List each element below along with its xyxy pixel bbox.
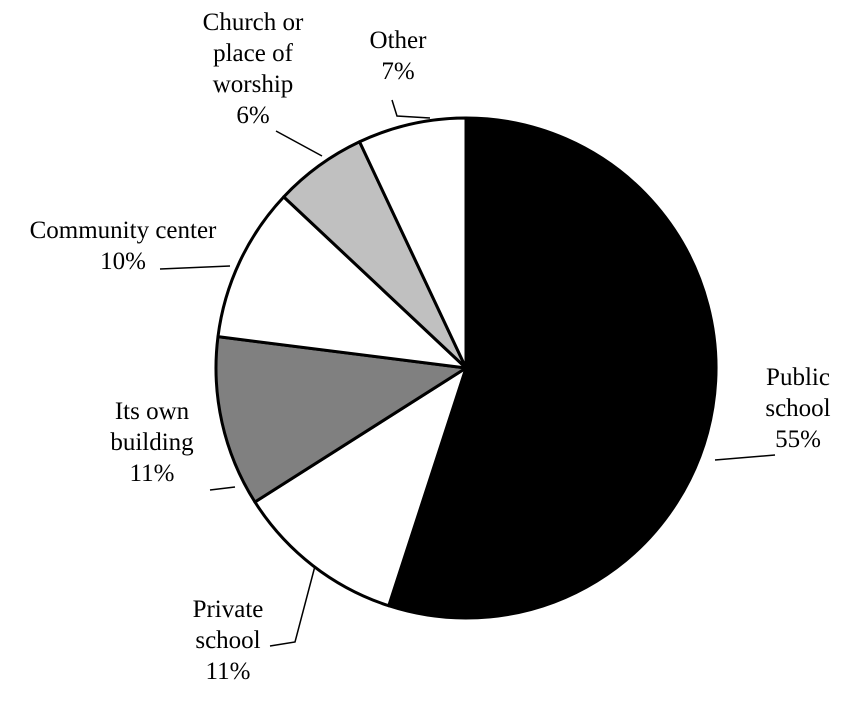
- slice-label-4: Church or place of worship 6%: [203, 9, 304, 129]
- slice-value-label: 6%: [236, 102, 269, 129]
- slice-category-label: building: [110, 429, 194, 456]
- slice-label-0: Public school 55%: [765, 364, 830, 453]
- slice-category-label: place of: [213, 40, 293, 67]
- leader-line-1: [269, 565, 316, 647]
- leader-line-2: [209, 486, 236, 491]
- slice-category-label: Community center: [30, 217, 217, 244]
- leader-line-4: [275, 130, 323, 157]
- slice-value-label: 10%: [100, 248, 146, 275]
- slice-category-label: school: [195, 627, 260, 654]
- slice-value-label: 11%: [206, 658, 251, 685]
- leader-lines: [159, 99, 776, 647]
- slice-category-label: Church or: [203, 9, 304, 36]
- slice-label-2: Its own building 11%: [110, 398, 194, 487]
- slice-category-label: Private: [193, 596, 264, 623]
- leader-line-5: [391, 99, 431, 119]
- slice-category-label: worship: [213, 71, 294, 98]
- slice-category-label: school: [765, 395, 830, 422]
- pie-slices: [214, 116, 718, 620]
- slice-label-1: Private school 11%: [193, 596, 264, 685]
- slice-value-label: 55%: [775, 426, 821, 453]
- slice-label-3: Community center 10%: [30, 217, 217, 275]
- leader-line-0: [714, 454, 776, 461]
- slice-category-label: Public: [766, 364, 830, 391]
- slice-category-label: Its own: [115, 398, 190, 425]
- pie-slice-1: [253, 366, 468, 608]
- pie-slice-2: [214, 335, 468, 504]
- pie-slice-0: [387, 116, 718, 620]
- slice-labels: Public school 55% Private school 11% Its own bu…: [30, 9, 831, 685]
- pie-slice-5: [358, 116, 468, 370]
- leader-line-3: [159, 265, 231, 270]
- slice-category-label: Other: [370, 27, 428, 54]
- slice-label-5: Other 7%: [370, 27, 428, 85]
- slice-value-label: 11%: [130, 460, 175, 487]
- pie-slice-3: [216, 195, 468, 370]
- slice-value-label: 7%: [381, 58, 414, 85]
